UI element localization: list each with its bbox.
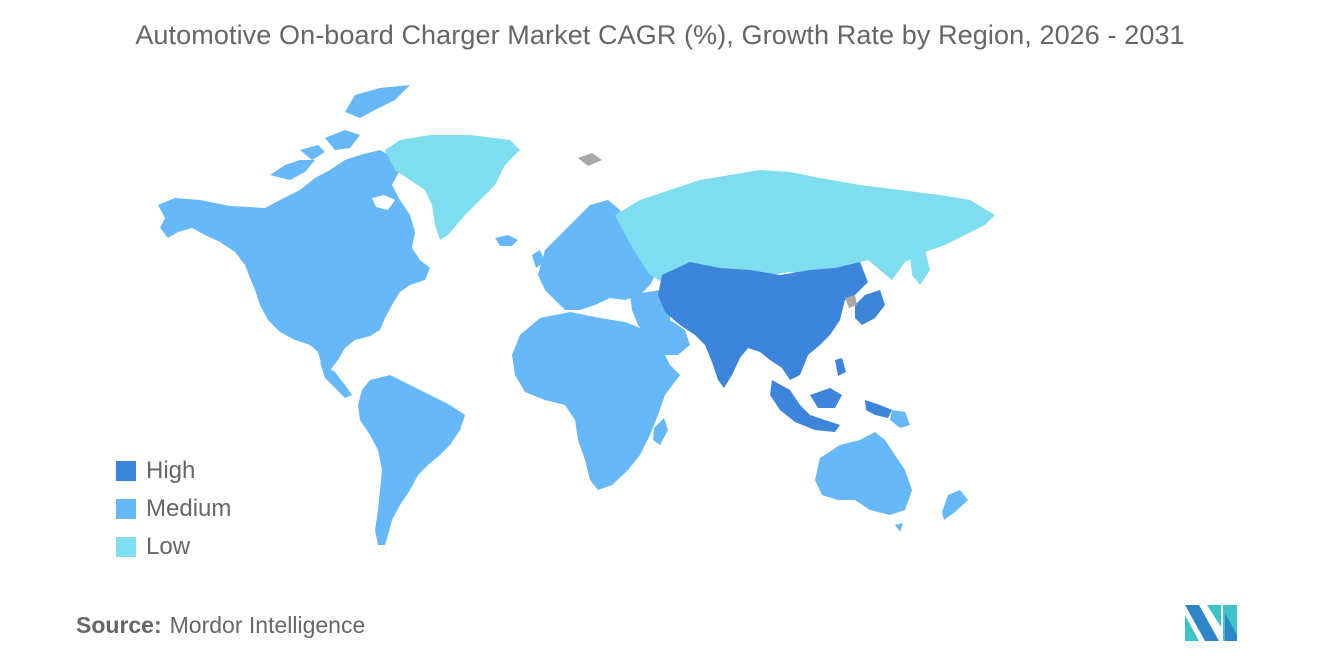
source-value: Mordor Intelligence	[169, 612, 366, 638]
region-europe	[532, 200, 658, 310]
region-iceland	[495, 235, 518, 246]
region-middle-east	[630, 290, 690, 355]
region-north-america	[158, 85, 430, 398]
chart-title: Automotive On-board Charger Market CAGR …	[135, 20, 1185, 50]
legend-label: Medium	[146, 495, 232, 522]
mordor-logo-icon	[1185, 605, 1237, 641]
legend-item-low: Low	[116, 528, 231, 566]
region-no-data-svalbard	[578, 153, 602, 166]
region-png	[890, 410, 910, 428]
region-greenland	[385, 135, 520, 240]
legend-swatch-medium	[116, 499, 136, 519]
source-label: Source:	[76, 612, 162, 638]
legend-item-medium: Medium	[116, 490, 231, 528]
legend-item-high: High	[116, 452, 231, 490]
region-no-data	[845, 295, 857, 308]
region-asia-high	[658, 262, 892, 432]
legend-swatch-high	[116, 461, 136, 481]
region-south-america	[358, 375, 465, 545]
legend: High Medium Low	[116, 452, 231, 566]
region-australia	[815, 432, 968, 532]
region-africa	[512, 312, 680, 490]
legend-swatch-low	[116, 537, 136, 557]
legend-label: High	[146, 457, 196, 484]
legend-label: Low	[146, 533, 191, 560]
region-russia	[615, 170, 995, 285]
source-note: Source: Mordor Intelligence	[76, 612, 365, 639]
